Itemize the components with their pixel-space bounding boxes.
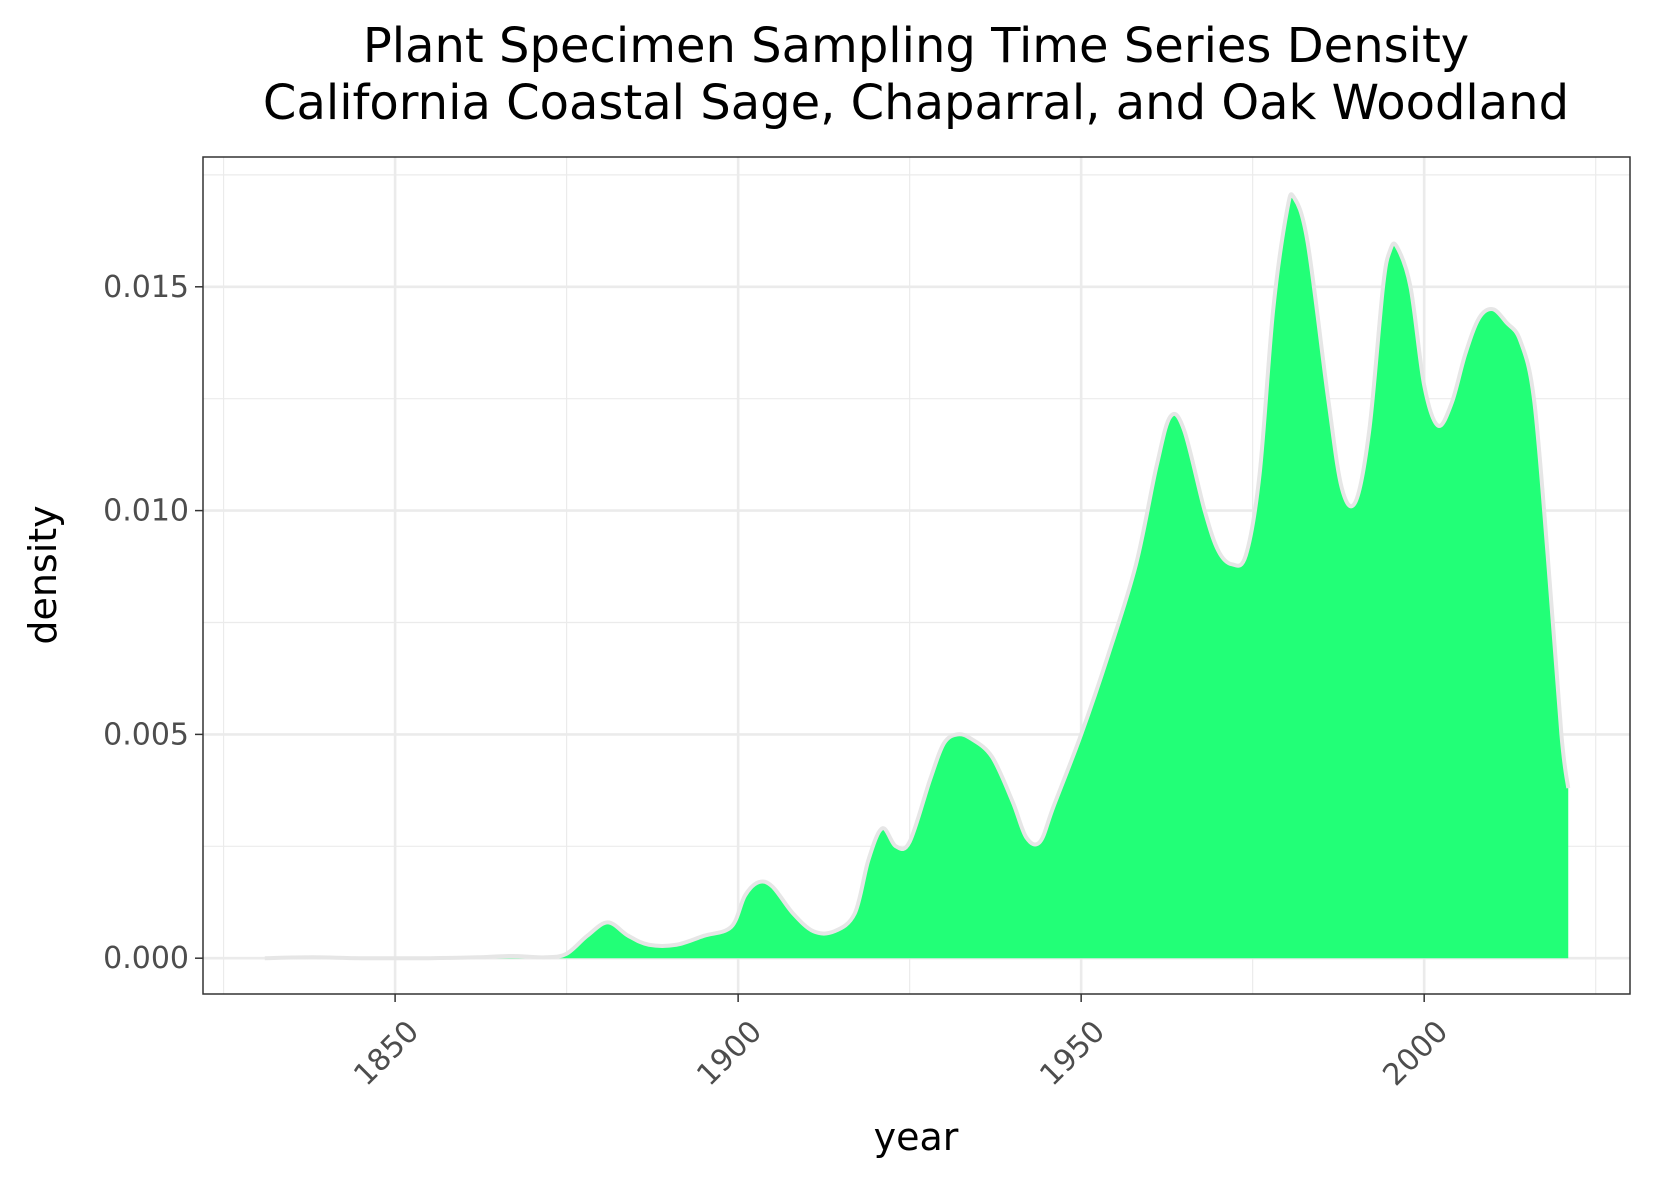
x-tick-label: 1950 <box>1033 1014 1112 1093</box>
density-outline <box>264 192 1571 961</box>
chart-title: Plant Specimen Sampling Time Series Dens… <box>363 18 1469 74</box>
chart-subtitle: California Coastal Sage, Chaparral, and … <box>263 75 1569 131</box>
x-tick-label: 1850 <box>347 1014 426 1093</box>
y-tick-label: 0.010 <box>103 494 189 529</box>
y-tick-label: 0.005 <box>103 717 189 752</box>
density-fill <box>264 194 1569 959</box>
y-axis: 0.000 0.005 0.010 0.015 <box>103 270 203 976</box>
x-tick-label: 2000 <box>1376 1014 1455 1093</box>
panel-border <box>202 156 1631 995</box>
x-tick-label: 1900 <box>690 1014 769 1093</box>
y-tick-label: 0.000 <box>103 941 189 976</box>
y-axis-label: density <box>21 505 65 644</box>
x-axis-label: year <box>874 1115 959 1159</box>
density-area <box>264 192 1571 961</box>
x-axis: 1850 1900 1950 2000 <box>347 994 1455 1093</box>
y-tick-label: 0.015 <box>103 270 189 305</box>
